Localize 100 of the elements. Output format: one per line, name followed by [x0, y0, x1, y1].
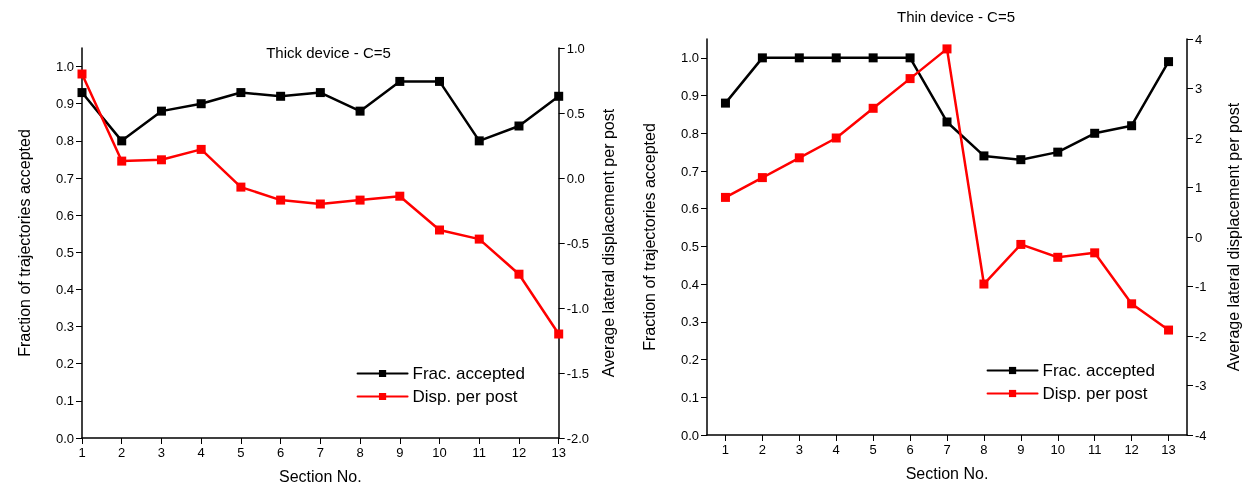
point	[236, 88, 246, 98]
y-tick-label: 0.4	[55, 281, 74, 297]
x-tick-label: 12	[1124, 442, 1139, 457]
x-tick-label: 13	[1161, 442, 1176, 457]
y-tick-label: 0.3	[680, 314, 699, 330]
x-axis-title: Section No.	[278, 467, 362, 485]
y-tick-label: 0.4	[680, 276, 699, 292]
point	[942, 117, 952, 127]
point	[156, 155, 166, 165]
legend-label: Frac. accepted	[412, 364, 526, 383]
point	[117, 156, 127, 166]
point	[435, 76, 445, 86]
x-tick-label: 12	[511, 445, 527, 460]
point	[1090, 128, 1100, 138]
y-tick-label: 0.8	[55, 133, 74, 149]
x-tick-label: 1	[721, 442, 730, 457]
point	[757, 53, 767, 63]
point	[276, 195, 286, 205]
y-axis-title: Fraction of trajectories accepted	[640, 123, 658, 351]
point	[474, 136, 484, 146]
y-tick-label: 0.3	[55, 319, 74, 335]
point	[554, 329, 564, 339]
y-tick-label: 1.0	[680, 50, 699, 66]
y-tick-label: 0.6	[55, 207, 74, 223]
x-tick-label: 6	[906, 442, 914, 457]
point	[77, 88, 87, 98]
y-tick-label: 0.8	[680, 125, 699, 141]
y-tick-label: 0.2	[680, 352, 699, 368]
point	[942, 44, 952, 54]
y-tick-label: 0.6	[680, 201, 699, 217]
point	[1127, 299, 1137, 309]
y-tick-label: 1.0	[55, 59, 74, 75]
x-tick-label: 11	[472, 445, 486, 460]
y-tick-label: 0.5	[680, 238, 699, 254]
y2-tick-label: 3	[1195, 81, 1203, 96]
point	[1053, 147, 1063, 157]
point	[554, 91, 564, 101]
x-tick-label: 5	[869, 442, 877, 457]
y-tick-label: 0.7	[680, 163, 699, 179]
point	[1053, 252, 1063, 262]
point	[1127, 121, 1137, 131]
y2-tick-label: 1.0	[566, 40, 585, 56]
x-tick-label: 13	[551, 445, 566, 460]
x-tick-label: 2	[118, 445, 126, 460]
y-tick-label: 0.9	[55, 96, 74, 112]
point	[355, 106, 365, 116]
x-tick-label: 7	[316, 445, 324, 460]
x-tick-label: 10	[432, 445, 447, 460]
point	[355, 195, 365, 205]
x-tick-label: 10	[1050, 442, 1065, 457]
point	[1016, 155, 1026, 165]
y2-tick-label: -3	[1195, 378, 1207, 393]
point	[196, 99, 206, 109]
point	[1090, 248, 1100, 258]
point	[474, 234, 484, 244]
point	[236, 182, 246, 192]
y2-tick-label: 0.0	[566, 170, 585, 186]
point	[514, 269, 524, 279]
x-tick-label: 3	[157, 445, 166, 460]
x-tick-label: 4	[832, 442, 840, 457]
y2-axis-title: Average lateral displacement per post	[1224, 102, 1242, 372]
y2-tick-label: 4	[1195, 31, 1203, 47]
point	[77, 69, 87, 79]
point	[156, 106, 166, 116]
y-tick-label: 0.5	[55, 244, 74, 260]
x-axis-title: Section No.	[905, 464, 989, 482]
y2-tick-label: -2.0	[566, 430, 590, 446]
x-tick-label: 11	[1087, 442, 1102, 457]
y2-axis-title: Average lateral displacement per post	[599, 108, 617, 378]
point	[831, 133, 841, 143]
point	[905, 74, 915, 84]
y2-tick-label: 2	[1195, 130, 1203, 146]
x-tick-label: 9	[1017, 442, 1025, 457]
y2-tick-label: 0.5	[566, 105, 585, 121]
y-tick-label: 0.0	[55, 430, 74, 446]
point	[905, 53, 915, 63]
point	[794, 53, 804, 63]
point	[315, 88, 325, 98]
point	[395, 191, 405, 201]
y2-tick-label: -0.5	[566, 235, 590, 251]
y2-tick-label: 1	[1195, 180, 1203, 195]
point	[979, 151, 989, 161]
x-tick-label: 7	[943, 442, 951, 457]
point	[720, 98, 730, 108]
x-tick-label: 2	[758, 442, 766, 457]
x-tick-label: 5	[237, 445, 245, 460]
point	[757, 173, 767, 183]
point	[276, 91, 286, 101]
y-tick-label: 0.9	[680, 88, 699, 104]
y-tick-label: 0.0	[680, 427, 699, 443]
x-tick-label: 3	[795, 442, 803, 457]
x-tick-label: 4	[197, 445, 205, 460]
point	[979, 279, 989, 289]
y-tick-label: 0.2	[55, 356, 74, 372]
point	[315, 199, 325, 209]
y2-tick-label: -2	[1195, 328, 1207, 344]
y2-tick-label: -4	[1195, 427, 1207, 443]
legend-label: Disp. per post	[412, 387, 518, 406]
chart-title: Thick device - C=5	[266, 44, 391, 61]
point	[720, 192, 730, 202]
